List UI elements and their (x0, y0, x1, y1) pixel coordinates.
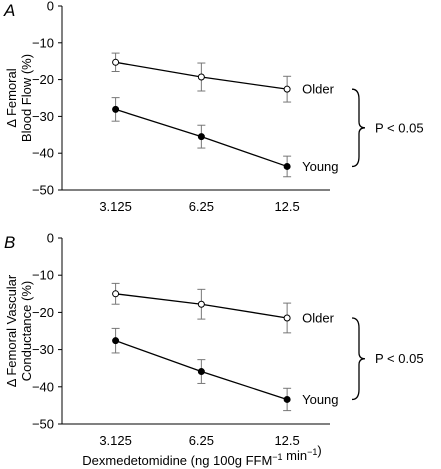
x-tick-label: 12.5 (274, 199, 299, 214)
series-label-older: Older (302, 310, 334, 325)
x-axis-label: Dexmedetomidine (ng 100g FFM−1 min−1) (82, 443, 321, 468)
data-point-young (197, 133, 205, 141)
y-tick-label: −10 (32, 35, 54, 50)
panel-letter: B (4, 233, 15, 252)
data-point-older (197, 300, 205, 308)
x-tick-label: 6.25 (189, 433, 214, 448)
data-point-older (283, 85, 291, 93)
y-axis-label: Δ FemoralBlood Flow (%) (4, 54, 34, 142)
y-tick-label: −40 (32, 379, 54, 394)
y-axis-label-line: Δ Femoral Vascular (4, 274, 19, 387)
significance-bracket (351, 88, 366, 168)
y-tick-label: −10 (32, 268, 54, 283)
series-label-young: Young (302, 159, 338, 174)
y-tick-label: −30 (32, 342, 54, 357)
y-tick-label: −20 (32, 72, 54, 87)
x-tick-label: 6.25 (189, 199, 214, 214)
data-point-young (197, 368, 205, 376)
y-tick-label: 0 (47, 0, 54, 14)
series-label-older: Older (302, 82, 334, 97)
y-tick-label: −20 (32, 305, 54, 320)
y-axis-label-line: Blood Flow (%) (19, 54, 34, 142)
y-tick-label: 0 (47, 231, 54, 246)
y-axis-label-line: Conductance (%) (19, 281, 34, 381)
y-tick-label: −50 (32, 183, 54, 198)
y-axis-label: Δ Femoral VascularConductance (%) (4, 274, 34, 387)
significance-bracket (351, 317, 366, 401)
x-axis-label-part: min (283, 448, 308, 463)
x-axis-label-part: Dexmedetomidine (ng 100g FFM (82, 453, 272, 468)
x-axis-label-part: ) (317, 443, 321, 458)
x-axis-label-superscript: −1 (307, 447, 317, 457)
x-axis-label-superscript: −1 (272, 452, 282, 462)
data-point-young (283, 162, 291, 170)
data-point-young (112, 105, 120, 113)
panel-b: B 0 −10 −20 −30 −40 −50 3.125 6.25 12.5 Δ Femoral … (4, 231, 424, 469)
significance-label: P < 0.05 (375, 120, 424, 135)
data-point-older (112, 58, 120, 66)
y-axis-label-line: Δ Femoral (4, 68, 19, 127)
x-tick-label: 3.125 (99, 433, 132, 448)
x-tick-label: 3.125 (99, 199, 132, 214)
panel-letter: A (3, 1, 15, 20)
data-point-older (112, 290, 120, 298)
data-point-young (112, 337, 120, 345)
y-tick-label: −30 (32, 109, 54, 124)
data-point-older (283, 314, 291, 322)
data-point-older (197, 73, 205, 81)
series-label-young: Young (302, 392, 338, 407)
significance-label: P < 0.05 (375, 351, 424, 366)
data-point-young (283, 395, 291, 403)
panel-a: A 0 −10 −20 −30 −40 −50 3.125 6.25 12.5 Δ FemoralB… (3, 0, 424, 214)
y-tick-label: −50 (32, 417, 54, 432)
x-tick-label: 12.5 (274, 433, 299, 448)
y-tick-label: −40 (32, 146, 54, 161)
